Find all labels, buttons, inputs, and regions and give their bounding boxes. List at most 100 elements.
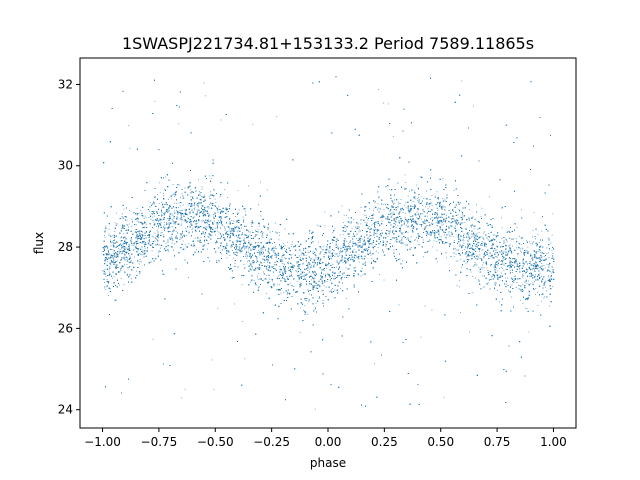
data-point bbox=[503, 264, 505, 266]
data-point bbox=[243, 248, 245, 250]
data-point bbox=[473, 105, 474, 107]
data-point bbox=[309, 293, 311, 295]
data-point bbox=[427, 208, 429, 210]
data-point bbox=[479, 254, 481, 256]
data-point bbox=[225, 245, 227, 247]
data-point bbox=[203, 232, 204, 234]
data-point bbox=[373, 229, 374, 231]
data-point bbox=[318, 257, 320, 259]
data-point bbox=[207, 235, 209, 237]
data-point bbox=[503, 250, 505, 252]
data-point bbox=[360, 275, 362, 277]
data-point bbox=[219, 196, 221, 197]
data-point bbox=[332, 242, 334, 244]
data-point bbox=[282, 271, 283, 273]
data-point bbox=[279, 265, 281, 267]
data-point bbox=[405, 207, 407, 209]
data-point bbox=[442, 229, 444, 231]
data-point bbox=[297, 291, 299, 293]
data-point bbox=[343, 214, 345, 216]
data-point bbox=[446, 257, 447, 259]
data-point bbox=[128, 125, 130, 126]
data-point bbox=[133, 242, 134, 244]
data-point bbox=[424, 227, 426, 229]
data-point bbox=[276, 260, 277, 262]
data-point bbox=[489, 196, 490, 198]
data-point bbox=[248, 240, 250, 242]
data-point bbox=[191, 229, 193, 230]
data-point bbox=[334, 253, 336, 255]
data-point bbox=[258, 204, 259, 206]
data-point bbox=[131, 244, 133, 246]
data-point bbox=[160, 222, 162, 223]
data-point bbox=[442, 198, 444, 199]
data-point bbox=[539, 272, 541, 274]
data-point bbox=[357, 226, 359, 228]
data-point bbox=[124, 251, 126, 253]
data-point bbox=[327, 264, 329, 266]
data-point bbox=[300, 257, 301, 259]
data-point bbox=[281, 260, 283, 262]
data-point bbox=[407, 225, 409, 227]
data-point bbox=[119, 250, 120, 252]
data-point bbox=[266, 189, 268, 191]
data-point bbox=[257, 277, 258, 279]
data-point bbox=[427, 232, 428, 234]
data-point bbox=[416, 228, 418, 230]
data-point bbox=[401, 242, 402, 243]
data-point bbox=[344, 244, 345, 246]
data-point bbox=[494, 283, 496, 285]
data-point bbox=[108, 269, 110, 271]
data-point bbox=[280, 223, 282, 225]
data-point bbox=[323, 270, 325, 271]
data-point bbox=[439, 229, 441, 230]
data-point bbox=[494, 276, 496, 278]
data-point bbox=[516, 259, 517, 260]
data-point bbox=[267, 269, 269, 271]
data-point bbox=[262, 250, 264, 252]
data-point bbox=[509, 270, 511, 272]
data-point bbox=[340, 250, 342, 251]
data-point bbox=[323, 268, 324, 270]
data-point bbox=[123, 283, 125, 285]
data-point bbox=[315, 255, 317, 256]
data-point bbox=[487, 236, 489, 237]
data-point bbox=[139, 231, 140, 233]
data-point bbox=[513, 238, 514, 240]
data-point bbox=[277, 283, 279, 285]
data-point bbox=[533, 212, 535, 213]
data-point bbox=[171, 194, 173, 196]
data-point bbox=[486, 267, 488, 269]
data-point bbox=[169, 213, 171, 215]
data-point bbox=[114, 222, 116, 224]
data-point bbox=[231, 246, 233, 247]
data-point bbox=[432, 222, 434, 224]
data-point bbox=[448, 228, 450, 229]
data-point bbox=[217, 211, 219, 213]
data-point bbox=[225, 221, 227, 223]
data-point bbox=[227, 234, 229, 236]
data-point bbox=[442, 221, 443, 223]
data-point bbox=[269, 231, 271, 233]
data-point bbox=[197, 206, 199, 208]
data-point bbox=[261, 234, 263, 236]
data-point bbox=[247, 261, 248, 263]
data-point bbox=[541, 259, 543, 261]
data-point bbox=[395, 227, 397, 229]
data-point bbox=[548, 266, 550, 268]
data-point bbox=[260, 215, 262, 217]
data-point bbox=[402, 232, 404, 234]
data-point bbox=[333, 273, 335, 275]
data-point bbox=[368, 226, 370, 227]
data-point bbox=[392, 136, 394, 137]
data-point bbox=[497, 270, 499, 272]
data-point bbox=[491, 256, 493, 258]
data-point bbox=[172, 214, 174, 216]
data-point bbox=[339, 261, 341, 263]
data-point bbox=[155, 235, 157, 237]
data-point bbox=[160, 225, 162, 227]
data-point bbox=[330, 257, 332, 259]
data-point bbox=[538, 242, 540, 243]
data-point bbox=[519, 269, 521, 271]
